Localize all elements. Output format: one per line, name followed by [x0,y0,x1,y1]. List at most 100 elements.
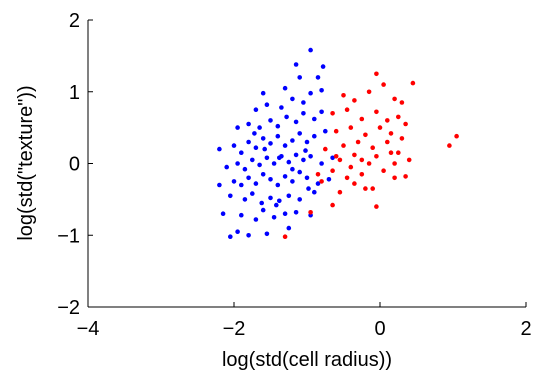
blue-data-point [235,125,240,130]
red-data-point [396,114,401,120]
red-data-point [388,131,394,136]
red-data-point [308,210,313,215]
blue-data-point [277,155,282,161]
blue-data-point [228,234,233,239]
red-data-point [385,139,390,145]
blue-data-point [319,161,324,166]
blue-data-point [277,198,282,204]
red-data-point [403,121,408,127]
blue-data-point [246,233,251,238]
blue-data-point [315,75,321,80]
blue-data-point [312,189,317,195]
blue-data-point [217,182,222,188]
red-data-point [333,154,339,159]
red-data-point [392,161,397,166]
blue-data-point [282,85,288,91]
red-data-point [388,150,394,155]
x-tick-label: −2 [223,318,246,340]
blue-data-point [306,186,311,191]
red-data-point [344,107,350,112]
blue-data-point [290,96,295,102]
blue-data-point [228,193,233,199]
red-data-point [374,204,379,209]
red-data-point [341,143,346,148]
blue-data-point [319,88,324,93]
blue-data-point [260,90,266,96]
blue-data-point [282,174,288,179]
red-data-point [330,168,335,173]
blue-data-point [260,207,266,213]
blue-data-point [239,182,244,188]
y-tick-label: 2 [69,10,80,32]
blue-data-point [293,62,299,67]
red-data-point [330,202,335,208]
red-data-point [399,136,405,141]
blue-data-point [271,215,277,220]
blue-data-point [293,210,299,215]
blue-data-point [253,107,259,112]
blue-data-point [312,116,317,122]
blue-data-point [301,157,306,163]
blue-data-point [268,195,273,201]
blue-data-point [262,146,268,152]
data-points [217,47,459,239]
blue-data-point [286,225,292,231]
blue-data-point [220,211,226,216]
blue-data-point [253,145,259,150]
blue-data-point [268,141,273,146]
blue-data-point [286,193,292,199]
red-data-point [363,132,368,138]
blue-data-point [271,161,277,166]
blue-data-point [303,148,308,153]
y-tick-label: −1 [57,225,80,247]
blue-data-point [279,105,284,110]
x-tick-label: 0 [374,318,385,340]
y-tick-label: 0 [69,154,80,176]
red-data-point [341,93,346,98]
y-tick-label: 1 [69,82,80,104]
red-data-point [319,179,324,184]
red-data-point [374,109,379,115]
blue-data-point [308,90,313,96]
red-data-point [352,98,357,103]
blue-data-point [290,179,295,184]
x-tick-label: −4 [77,318,100,340]
axes [87,19,527,308]
red-data-point [410,80,416,86]
red-data-point [399,100,405,105]
red-data-point [352,152,357,158]
red-data-point [344,175,350,181]
blue-data-point [290,166,295,172]
blue-data-point [297,75,303,80]
red-data-point [377,125,383,130]
red-data-point [352,181,357,186]
plot-area [88,20,526,307]
red-data-point [396,150,401,155]
red-data-point [454,133,459,139]
blue-data-point [252,131,257,136]
blue-data-point [304,139,310,145]
blue-data-point [231,143,237,148]
red-data-point [337,189,343,195]
blue-data-point [268,177,273,182]
blue-data-point [224,164,229,170]
red-data-point [392,175,397,181]
blue-data-point [260,172,266,177]
blue-data-point [264,155,270,161]
red-data-point [366,89,372,95]
blue-data-point [239,212,244,218]
blue-data-point [301,100,306,105]
blue-data-point [259,200,265,206]
red-data-point [359,116,365,122]
red-data-point [355,139,361,145]
red-data-point [374,71,379,77]
blue-data-point [235,161,240,166]
blue-data-point [246,139,251,145]
blue-data-point [253,217,259,222]
red-data-point [381,168,386,173]
blue-data-point [330,155,335,161]
red-data-point [447,143,452,148]
blue-data-point [301,111,306,116]
red-data-point [392,96,397,102]
